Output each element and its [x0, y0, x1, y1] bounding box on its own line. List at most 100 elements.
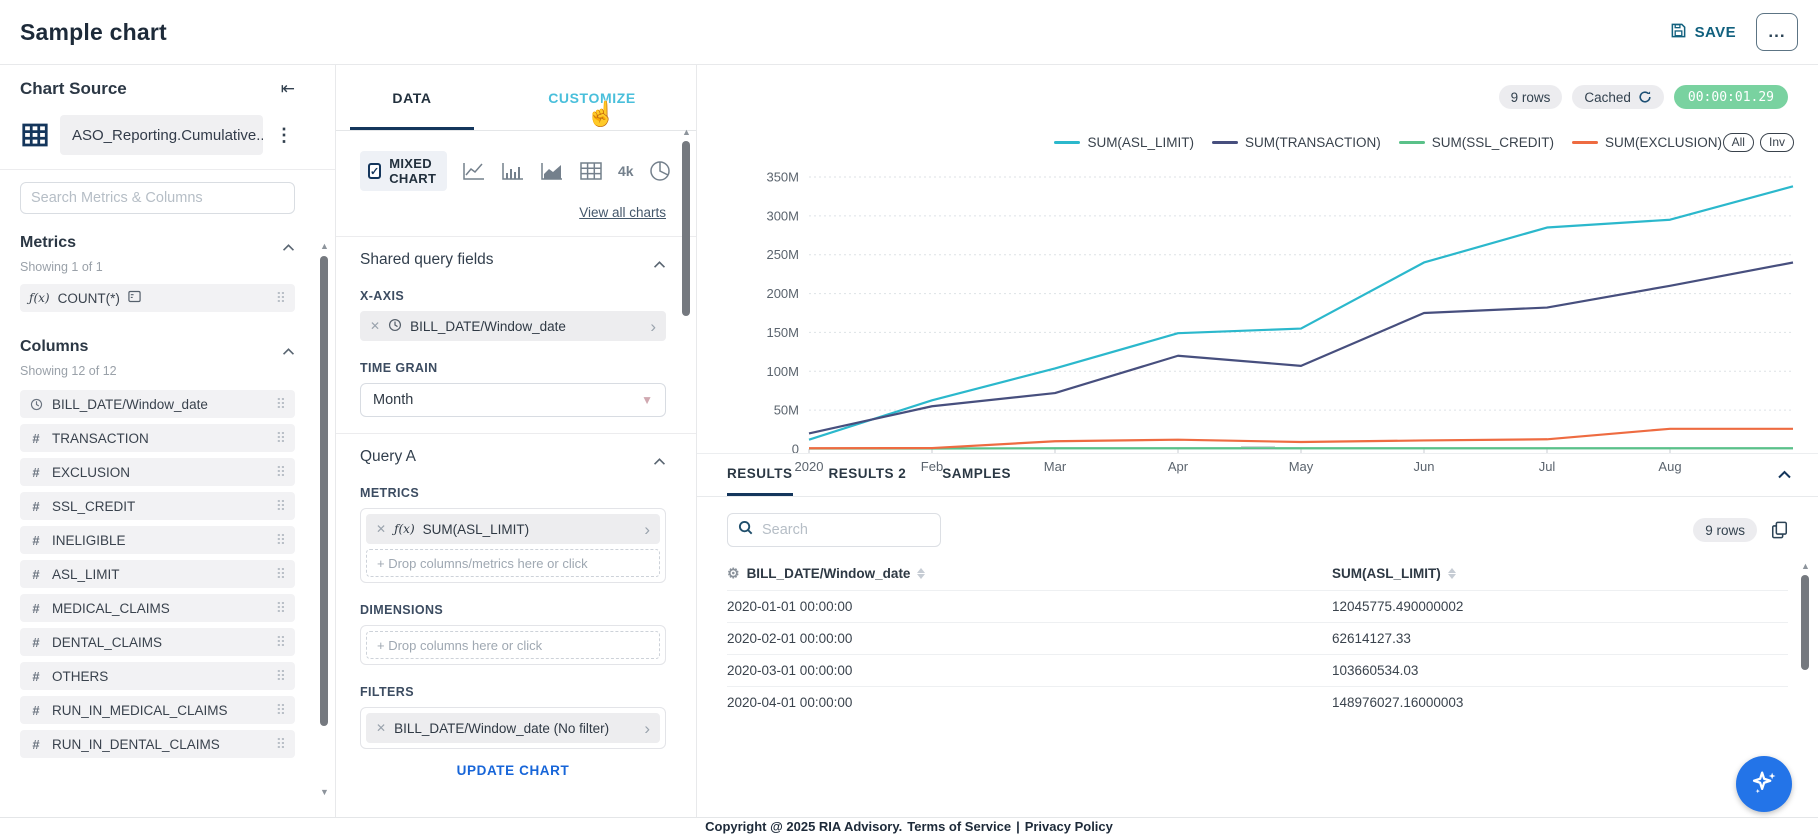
scroll-up-icon[interactable]: ▲ — [1801, 561, 1810, 571]
scroll-up-icon[interactable]: ▲ — [682, 127, 691, 137]
drag-handle-icon[interactable]: ⠿ — [275, 736, 286, 752]
column-header-sum-asl-limit[interactable]: SUM(ASL_LIMIT) — [1332, 566, 1456, 581]
tab-customize[interactable]: CUSTOMIZE — [548, 89, 636, 106]
viz-mixed-chart-chip[interactable]: ✓ MIXED CHART — [360, 151, 447, 191]
drag-handle-icon[interactable]: ⠿ — [275, 702, 286, 718]
refresh-icon[interactable] — [1638, 90, 1652, 104]
legend-item[interactable]: SUM(SSL_CREDIT) — [1398, 135, 1554, 150]
column-item[interactable]: # OTHERS ⠿ — [20, 662, 295, 690]
column-item[interactable]: # TRANSACTION ⠿ — [20, 424, 295, 452]
collapse-results-icon[interactable] — [1777, 466, 1792, 484]
legend-item[interactable]: SUM(ASL_LIMIT) — [1054, 135, 1194, 150]
column-item[interactable]: # MEDICAL_CLAIMS ⠿ — [20, 594, 295, 622]
legend-inv-button[interactable]: Inv — [1759, 133, 1794, 152]
table-row[interactable]: 2020-03-01 00:00:00 103660534.03 — [727, 654, 1788, 686]
terms-link[interactable]: Terms of Service — [907, 818, 1012, 834]
table-row[interactable]: 2020-01-01 00:00:00 12045775.490000002 — [727, 590, 1788, 622]
more-menu-button[interactable]: ... — [1756, 13, 1798, 51]
column-item[interactable]: # SSL_CREDIT ⠿ — [20, 492, 295, 520]
column-item[interactable]: # RUN_IN_DENTAL_CLAIMS ⠿ — [20, 730, 295, 758]
tab-results-2[interactable]: RESULTS 2 — [828, 466, 907, 481]
column-header-bill-date[interactable]: ⚙ BILL_DATE/Window_date — [727, 565, 1332, 582]
drag-handle-icon[interactable]: ⠿ — [275, 430, 286, 446]
privacy-link[interactable]: Privacy Policy — [1024, 818, 1113, 834]
drag-handle-icon[interactable]: ⠿ — [275, 566, 286, 582]
scroll-up-icon[interactable]: ▲ — [320, 241, 329, 251]
drag-handle-icon[interactable]: ⠿ — [275, 290, 286, 306]
drag-handle-icon[interactable]: ⠿ — [275, 600, 286, 616]
chevron-up-icon[interactable] — [282, 239, 295, 251]
dataset-menu-icon[interactable]: ⋮ — [275, 124, 293, 145]
legend-label: SUM(ASL_LIMIT) — [1087, 135, 1194, 150]
results-search[interactable] — [727, 513, 941, 547]
scrollbar-thumb[interactable] — [682, 141, 690, 316]
column-item[interactable]: # ASL_LIMIT ⠿ — [20, 560, 295, 588]
assistant-fab-button[interactable] — [1736, 756, 1792, 812]
area-chart-icon[interactable] — [540, 161, 564, 181]
panel-resize-handle[interactable] — [1240, 446, 1275, 450]
search-metrics-input[interactable] — [31, 190, 284, 206]
save-button[interactable]: SAVE — [1670, 22, 1736, 43]
cell-sum-asl-limit: 148976027.16000003 — [1332, 695, 1464, 710]
scrollbar-thumb[interactable] — [1801, 575, 1809, 670]
xaxis-pill[interactable]: ✕ BILL_DATE/Window_date › — [360, 311, 666, 341]
sort-icon[interactable] — [1447, 568, 1456, 579]
table-row[interactable]: 2020-04-01 00:00:00 148976027.16000003 — [727, 686, 1788, 718]
table-icon[interactable] — [579, 161, 603, 181]
sidebar-search[interactable] — [20, 182, 295, 214]
tab-samples[interactable]: SAMPLES — [942, 466, 1012, 481]
filter-pill[interactable]: ✕ BILL_DATE/Window_date (No filter) › — [366, 713, 660, 743]
table-row[interactable]: 2020-02-01 00:00:00 62614127.33 — [727, 622, 1788, 654]
tab-results[interactable]: RESULTS — [727, 466, 793, 496]
metric-pill[interactable]: ✕ ƒ(x) SUM(ASL_LIMIT) › — [366, 514, 660, 544]
legend-item[interactable]: SUM(TRANSACTION) — [1211, 135, 1381, 150]
remove-icon[interactable]: ✕ — [370, 319, 381, 333]
chevron-up-icon[interactable] — [282, 343, 295, 355]
query-a-header[interactable]: Query A — [360, 448, 666, 466]
column-item[interactable]: # DENTAL_CLAIMS ⠿ — [20, 628, 295, 656]
drag-handle-icon[interactable]: ⠿ — [275, 464, 286, 480]
column-item[interactable]: # RUN_IN_MEDICAL_CLAIMS ⠿ — [20, 696, 295, 724]
legend-all-button[interactable]: All — [1722, 133, 1754, 152]
drag-handle-icon[interactable]: ⠿ — [275, 498, 286, 514]
dataset-name[interactable]: ASO_Reporting.Cumulative... — [60, 115, 263, 155]
bar-chart-icon[interactable] — [501, 161, 525, 181]
gear-icon[interactable]: ⚙ — [727, 565, 740, 581]
dimensions-dropzone[interactable]: + Drop columns here or click — [366, 631, 660, 659]
view-all-charts-link[interactable]: View all charts — [579, 205, 666, 220]
chart-svg: 0 50M 100M 150M 200M 250M 300M 350M 2020 Feb Mar Ap… — [766, 170, 1794, 474]
checkbox-checked-icon: ✓ — [368, 163, 382, 179]
collapse-sidebar-icon[interactable]: ⇤ — [280, 79, 295, 98]
time-grain-select[interactable]: Month ▼ — [360, 383, 666, 417]
metric-item[interactable]: ƒ(x) COUNT(*) ⠿ — [20, 284, 295, 312]
drag-handle-icon[interactable]: ⠿ — [275, 396, 286, 412]
row-count-badge[interactable]: 9 rows — [1498, 85, 1563, 109]
viz-4k-icon[interactable]: 4k — [617, 163, 634, 179]
remove-icon[interactable]: ✕ — [376, 721, 387, 735]
drag-handle-icon[interactable]: ⠿ — [275, 634, 286, 650]
tab-data[interactable]: DATA — [336, 65, 488, 130]
controls-scrollbar[interactable]: ▲ — [682, 128, 691, 388]
line-chart[interactable]: 0 50M 100M 150M 200M 250M 300M 350M 2020 Feb Mar Ap… — [747, 163, 1807, 486]
pie-chart-icon[interactable] — [649, 160, 671, 182]
update-chart-button[interactable]: UPDATE CHART — [456, 763, 570, 778]
remove-icon[interactable]: ✕ — [376, 522, 387, 536]
column-item[interactable]: # EXCLUSION ⠿ — [20, 458, 295, 486]
legend-item[interactable]: SUM(EXCLUSION) — [1571, 135, 1722, 150]
column-item[interactable]: BILL_DATE/Window_date ⠿ — [20, 390, 295, 418]
sidebar-scrollbar[interactable]: ▲ ▼ — [320, 242, 329, 797]
drag-handle-icon[interactable]: ⠿ — [275, 532, 286, 548]
cached-badge[interactable]: Cached — [1572, 85, 1664, 109]
scrollbar-thumb[interactable] — [320, 256, 328, 726]
metrics-dropzone[interactable]: + Drop columns/metrics here or click — [366, 549, 660, 577]
results-search-input[interactable] — [762, 522, 930, 538]
shared-query-header[interactable]: Shared query fields — [360, 251, 666, 269]
sort-icon[interactable] — [917, 568, 926, 579]
column-item[interactable]: # INELIGIBLE ⠿ — [20, 526, 295, 554]
scroll-down-icon[interactable]: ▼ — [320, 787, 329, 797]
drag-handle-icon[interactable]: ⠿ — [275, 668, 286, 684]
query-timer-badge: 00:00:01.29 — [1673, 85, 1788, 109]
copy-icon[interactable] — [1771, 521, 1788, 539]
table-scrollbar[interactable]: ▲ — [1801, 562, 1810, 722]
line-chart-icon[interactable] — [462, 161, 486, 181]
